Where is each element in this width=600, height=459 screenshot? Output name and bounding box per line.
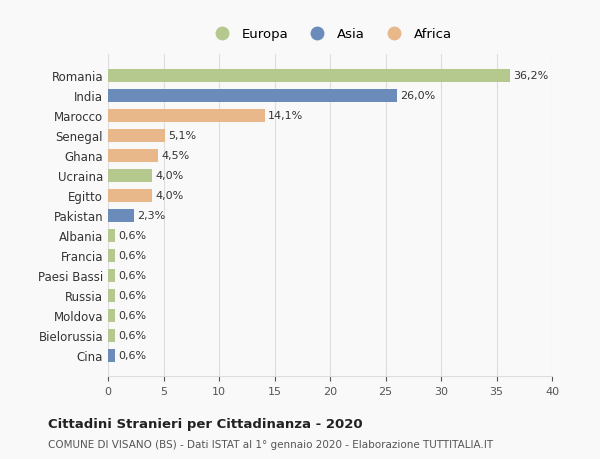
Text: 2,3%: 2,3%	[137, 211, 165, 221]
Bar	[108, 129, 164, 142]
Bar	[108, 289, 115, 302]
Text: 0,6%: 0,6%	[118, 330, 146, 340]
Bar	[108, 90, 397, 102]
Bar	[108, 309, 115, 322]
Text: Cittadini Stranieri per Cittadinanza - 2020: Cittadini Stranieri per Cittadinanza - 2…	[48, 417, 362, 430]
Bar	[108, 229, 115, 242]
Text: 0,6%: 0,6%	[118, 231, 146, 241]
Text: 26,0%: 26,0%	[400, 91, 435, 101]
Bar	[108, 70, 510, 83]
Text: 14,1%: 14,1%	[268, 111, 303, 121]
Text: 0,6%: 0,6%	[118, 251, 146, 261]
Text: 4,0%: 4,0%	[156, 171, 184, 181]
Bar	[108, 189, 152, 202]
Legend: Europa, Asia, Africa: Europa, Asia, Africa	[203, 23, 457, 47]
Text: 0,6%: 0,6%	[118, 310, 146, 320]
Bar	[108, 150, 158, 162]
Bar	[108, 249, 115, 262]
Text: COMUNE DI VISANO (BS) - Dati ISTAT al 1° gennaio 2020 - Elaborazione TUTTITALIA.: COMUNE DI VISANO (BS) - Dati ISTAT al 1°…	[48, 440, 493, 449]
Text: 4,5%: 4,5%	[161, 151, 190, 161]
Text: 0,6%: 0,6%	[118, 291, 146, 301]
Bar	[108, 169, 152, 182]
Text: 0,6%: 0,6%	[118, 350, 146, 360]
Bar	[108, 269, 115, 282]
Bar	[108, 349, 115, 362]
Text: 4,0%: 4,0%	[156, 191, 184, 201]
Bar	[108, 209, 134, 222]
Bar	[108, 110, 265, 123]
Text: 0,6%: 0,6%	[118, 270, 146, 280]
Text: 5,1%: 5,1%	[168, 131, 196, 141]
Bar	[108, 329, 115, 342]
Text: 36,2%: 36,2%	[513, 71, 548, 81]
